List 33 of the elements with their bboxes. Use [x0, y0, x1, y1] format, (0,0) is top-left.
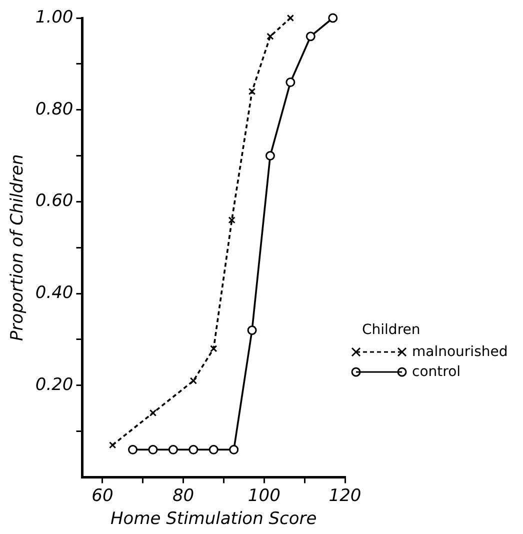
- point: [128, 444, 138, 454]
- x-tick-label: 120: [328, 486, 362, 506]
- point: [286, 14, 294, 22]
- x-tick-label: 60: [92, 486, 114, 506]
- y-tick-label: 0.40: [35, 282, 74, 303]
- point: [190, 377, 197, 384]
- y-tick-label: 0.60: [35, 191, 74, 212]
- point: [108, 441, 116, 449]
- point: [328, 13, 338, 23]
- point: [149, 409, 157, 416]
- point: [148, 444, 158, 454]
- point: [286, 78, 296, 88]
- point: [188, 444, 198, 454]
- x-tick-label: 100: [248, 486, 280, 506]
- legend-label: control: [412, 364, 461, 380]
- y-axis-title: Proportion of Children: [8, 154, 28, 341]
- point: [208, 444, 218, 454]
- x-axis-title: Home Stimulation Score: [110, 509, 317, 530]
- y-tick-label: 0.80: [35, 99, 74, 120]
- point: [248, 88, 256, 96]
- point: [210, 345, 218, 352]
- point: [228, 216, 236, 224]
- legend-label: malnourished: [412, 344, 508, 360]
- y-tick-label: 1.00: [35, 7, 74, 28]
- point: [247, 326, 257, 336]
- point: [229, 444, 239, 454]
- y-tick-label: 0.20: [35, 374, 74, 395]
- point: [306, 32, 316, 42]
- x-tick-label: 80: [172, 486, 194, 506]
- point: [265, 151, 275, 161]
- point: [168, 444, 178, 454]
- point: [266, 32, 274, 40]
- legend-title: Children: [362, 322, 422, 338]
